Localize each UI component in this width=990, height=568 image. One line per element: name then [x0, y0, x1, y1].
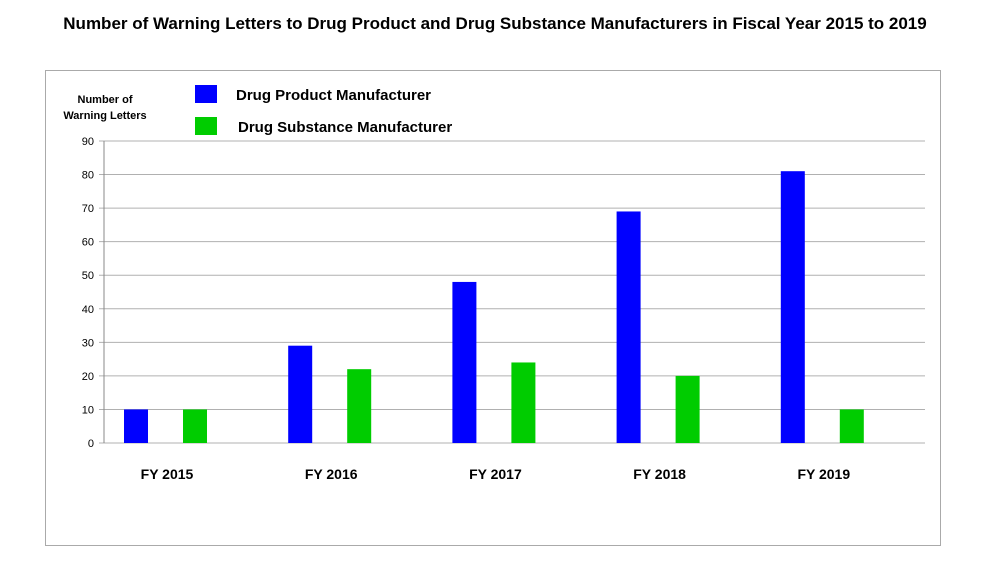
bar-drug-product — [452, 281, 477, 443]
y-tick-label: 80 — [82, 170, 94, 182]
bar-drug-substance — [839, 409, 864, 443]
y-tick-label: 0 — [88, 438, 94, 450]
x-tick-label: FY 2018 — [633, 466, 686, 482]
y-tick-label: 50 — [82, 270, 94, 282]
bar-drug-product — [780, 171, 805, 443]
bar-drug-product — [124, 409, 148, 443]
y-tick-label: 10 — [82, 404, 94, 416]
y-tick-label: 20 — [82, 371, 94, 383]
bar-drug-substance — [511, 362, 536, 443]
y-tick-label: 70 — [82, 203, 94, 215]
x-tick-label: FY 2016 — [305, 466, 358, 482]
x-tick-label: FY 2015 — [141, 466, 194, 482]
y-tick-label: 60 — [82, 237, 94, 249]
legend-label: Drug Product Manufacturer — [236, 87, 431, 104]
bar-drug-product — [288, 345, 313, 443]
bar-drug-product — [616, 211, 641, 443]
bar-drug-substance — [675, 375, 700, 443]
chart-title: Number of Warning Letters to Drug Produc… — [63, 14, 927, 33]
legend-swatch — [195, 117, 217, 135]
y-tick-label: 90 — [82, 136, 94, 148]
y-axis-label: Number of — [78, 94, 133, 106]
chart-frame — [45, 70, 941, 546]
bar-drug-substance — [183, 409, 207, 443]
x-tick-label: FY 2019 — [797, 466, 850, 482]
y-axis-label: Warning Letters — [63, 110, 146, 122]
legend-swatch — [195, 85, 217, 103]
x-tick-label: FY 2017 — [469, 466, 522, 482]
y-tick-label: 30 — [82, 337, 94, 349]
y-tick-label: 40 — [82, 304, 94, 316]
legend-label: Drug Substance Manufacturer — [238, 119, 452, 136]
bar-drug-substance — [347, 369, 372, 443]
